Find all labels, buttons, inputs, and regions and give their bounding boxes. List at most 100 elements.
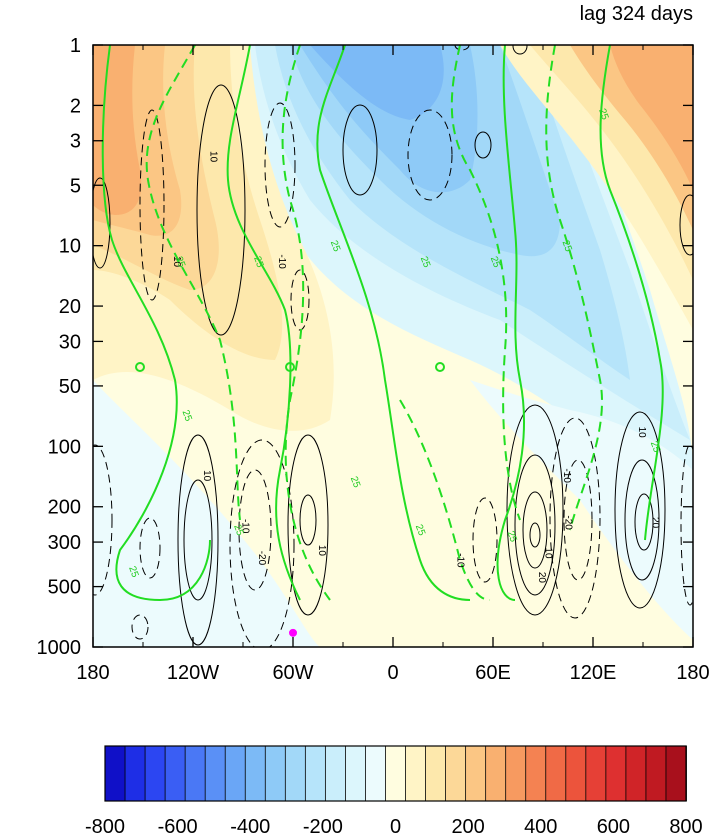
- green-contour-solid: [599, 45, 664, 541]
- x-tick-label: 120E: [570, 662, 617, 684]
- colorbar-label: -400: [230, 816, 270, 838]
- colorbar: [104, 745, 687, 802]
- colorbar-label: 400: [524, 816, 557, 838]
- pos-contour: [93, 177, 111, 269]
- green-contour-small: [135, 362, 145, 372]
- colorbar-swatch: [124, 745, 146, 802]
- shade-region-neg-lowleft: [93, 380, 320, 647]
- colorbar-swatch: [144, 745, 167, 802]
- colorbar-labels: -800 -600 -400 -200 0 200 400 600 800: [85, 816, 703, 838]
- neg-contour: [563, 459, 593, 581]
- x-tick-label: 120W: [167, 662, 219, 684]
- black-contour-label: 20: [536, 572, 547, 584]
- shade-region-pos-upperright-4: [610, 45, 693, 190]
- black-contour-label: 10: [171, 256, 182, 268]
- colorbar-swatch: [545, 745, 567, 802]
- colorbar-swatch: [645, 745, 667, 802]
- y-tick-label: 200: [48, 497, 81, 519]
- x-tick-label: 60W: [272, 662, 313, 684]
- green-contour-label: 25: [173, 255, 187, 270]
- pos-contour: [614, 411, 666, 609]
- black-contour-label: 10: [636, 427, 647, 439]
- black-positive-contours: [93, 45, 693, 646]
- black-contour-label: 10: [201, 470, 212, 482]
- pos-contour: [512, 45, 528, 55]
- colorbar-swatch: [465, 745, 487, 802]
- black-contour-labels: 10 10 -10 10 -10 -20 10 -10 10 -10 20 -20 10 20: [171, 151, 660, 584]
- black-contour-label: 10: [316, 545, 327, 557]
- green-contour-label: 25: [560, 239, 574, 254]
- colorbar-swatch: [184, 745, 207, 802]
- x-tick-label: 180: [676, 662, 709, 684]
- green-contour-label: 25: [488, 255, 502, 270]
- green-contour-label: 25: [596, 107, 610, 122]
- neg-contour: [680, 444, 693, 606]
- green-contour-solid: [101, 45, 211, 602]
- green-contour-label: 25: [505, 529, 519, 544]
- green-contour-dashed: [545, 45, 603, 531]
- y-tick-label: 50: [59, 376, 81, 398]
- green-contour-label: 25: [231, 523, 245, 538]
- colorbar-swatch: [204, 745, 227, 802]
- pos-contour: [624, 459, 660, 581]
- colorbar-swatch: [565, 745, 587, 802]
- location-marker: [289, 628, 297, 637]
- colorbar-swatch: [485, 745, 507, 802]
- black-contour-label: -10: [454, 553, 465, 568]
- black-contour-label: 20: [649, 517, 660, 529]
- pos-contour: [299, 494, 317, 546]
- pos-contour: [529, 522, 541, 548]
- y-tick-label: 1: [70, 35, 81, 57]
- green-contour-dashed: [145, 45, 241, 521]
- y-tick-label: 20: [59, 296, 81, 318]
- y-tick-label: 5: [70, 175, 81, 197]
- green-contour-dashed: [281, 45, 331, 601]
- pos-contour: [287, 434, 329, 616]
- shade-region-neg-lower-right: [470, 380, 693, 640]
- colorbar-swatch: [304, 745, 327, 802]
- pos-contour: [196, 84, 246, 336]
- green-contours: [101, 45, 664, 602]
- black-contour-label: -10: [276, 254, 287, 269]
- neg-contour: [549, 417, 601, 619]
- x-axis: 180 120W 60W 0 60E 120E 180: [76, 45, 710, 684]
- y-tick-label: 3: [70, 131, 81, 153]
- black-contour-label: -10: [561, 468, 572, 483]
- colorbar-frame: [104, 745, 687, 802]
- colorbar-swatch: [345, 745, 367, 802]
- colorbar-swatch: [525, 745, 547, 802]
- colorbar-label: 0: [390, 816, 401, 838]
- green-contour-dashed: [450, 45, 521, 521]
- green-contour-small: [435, 362, 445, 372]
- green-contour-small: [285, 362, 295, 372]
- colorbar-swatch: [284, 745, 307, 802]
- neg-contour: [407, 109, 453, 201]
- green-contour-label: 25: [251, 255, 265, 270]
- colorbar-swatch: [605, 745, 627, 802]
- neg-contour: [139, 109, 165, 301]
- colorbar-label: -800: [85, 816, 125, 838]
- pos-contour: [522, 491, 548, 569]
- colorbar-swatch: [164, 745, 187, 802]
- green-contour-label: 25: [328, 239, 342, 254]
- green-contour-solid: [316, 45, 471, 601]
- y-tick-label: 1000: [37, 637, 82, 659]
- colorbar-swatch: [425, 745, 447, 802]
- y-tick-label: 10: [59, 236, 81, 258]
- green-contour-solid: [496, 45, 525, 601]
- green-contour-label: 25: [180, 409, 194, 424]
- green-contour-label: 25: [648, 440, 662, 455]
- y-tick-label: 500: [48, 577, 81, 599]
- colorbar-swatch: [625, 745, 647, 802]
- colorbar-swatch: [385, 745, 407, 802]
- colorbar-swatch: [324, 745, 347, 802]
- y-tick-label: 30: [59, 331, 81, 353]
- colorbar-swatch: [244, 745, 267, 802]
- neg-contour: [472, 497, 498, 583]
- pos-contour: [514, 454, 556, 596]
- colorbar-swatch: [445, 745, 467, 802]
- black-negative-contours: [93, 45, 693, 647]
- colorbar-swatch: [264, 745, 287, 802]
